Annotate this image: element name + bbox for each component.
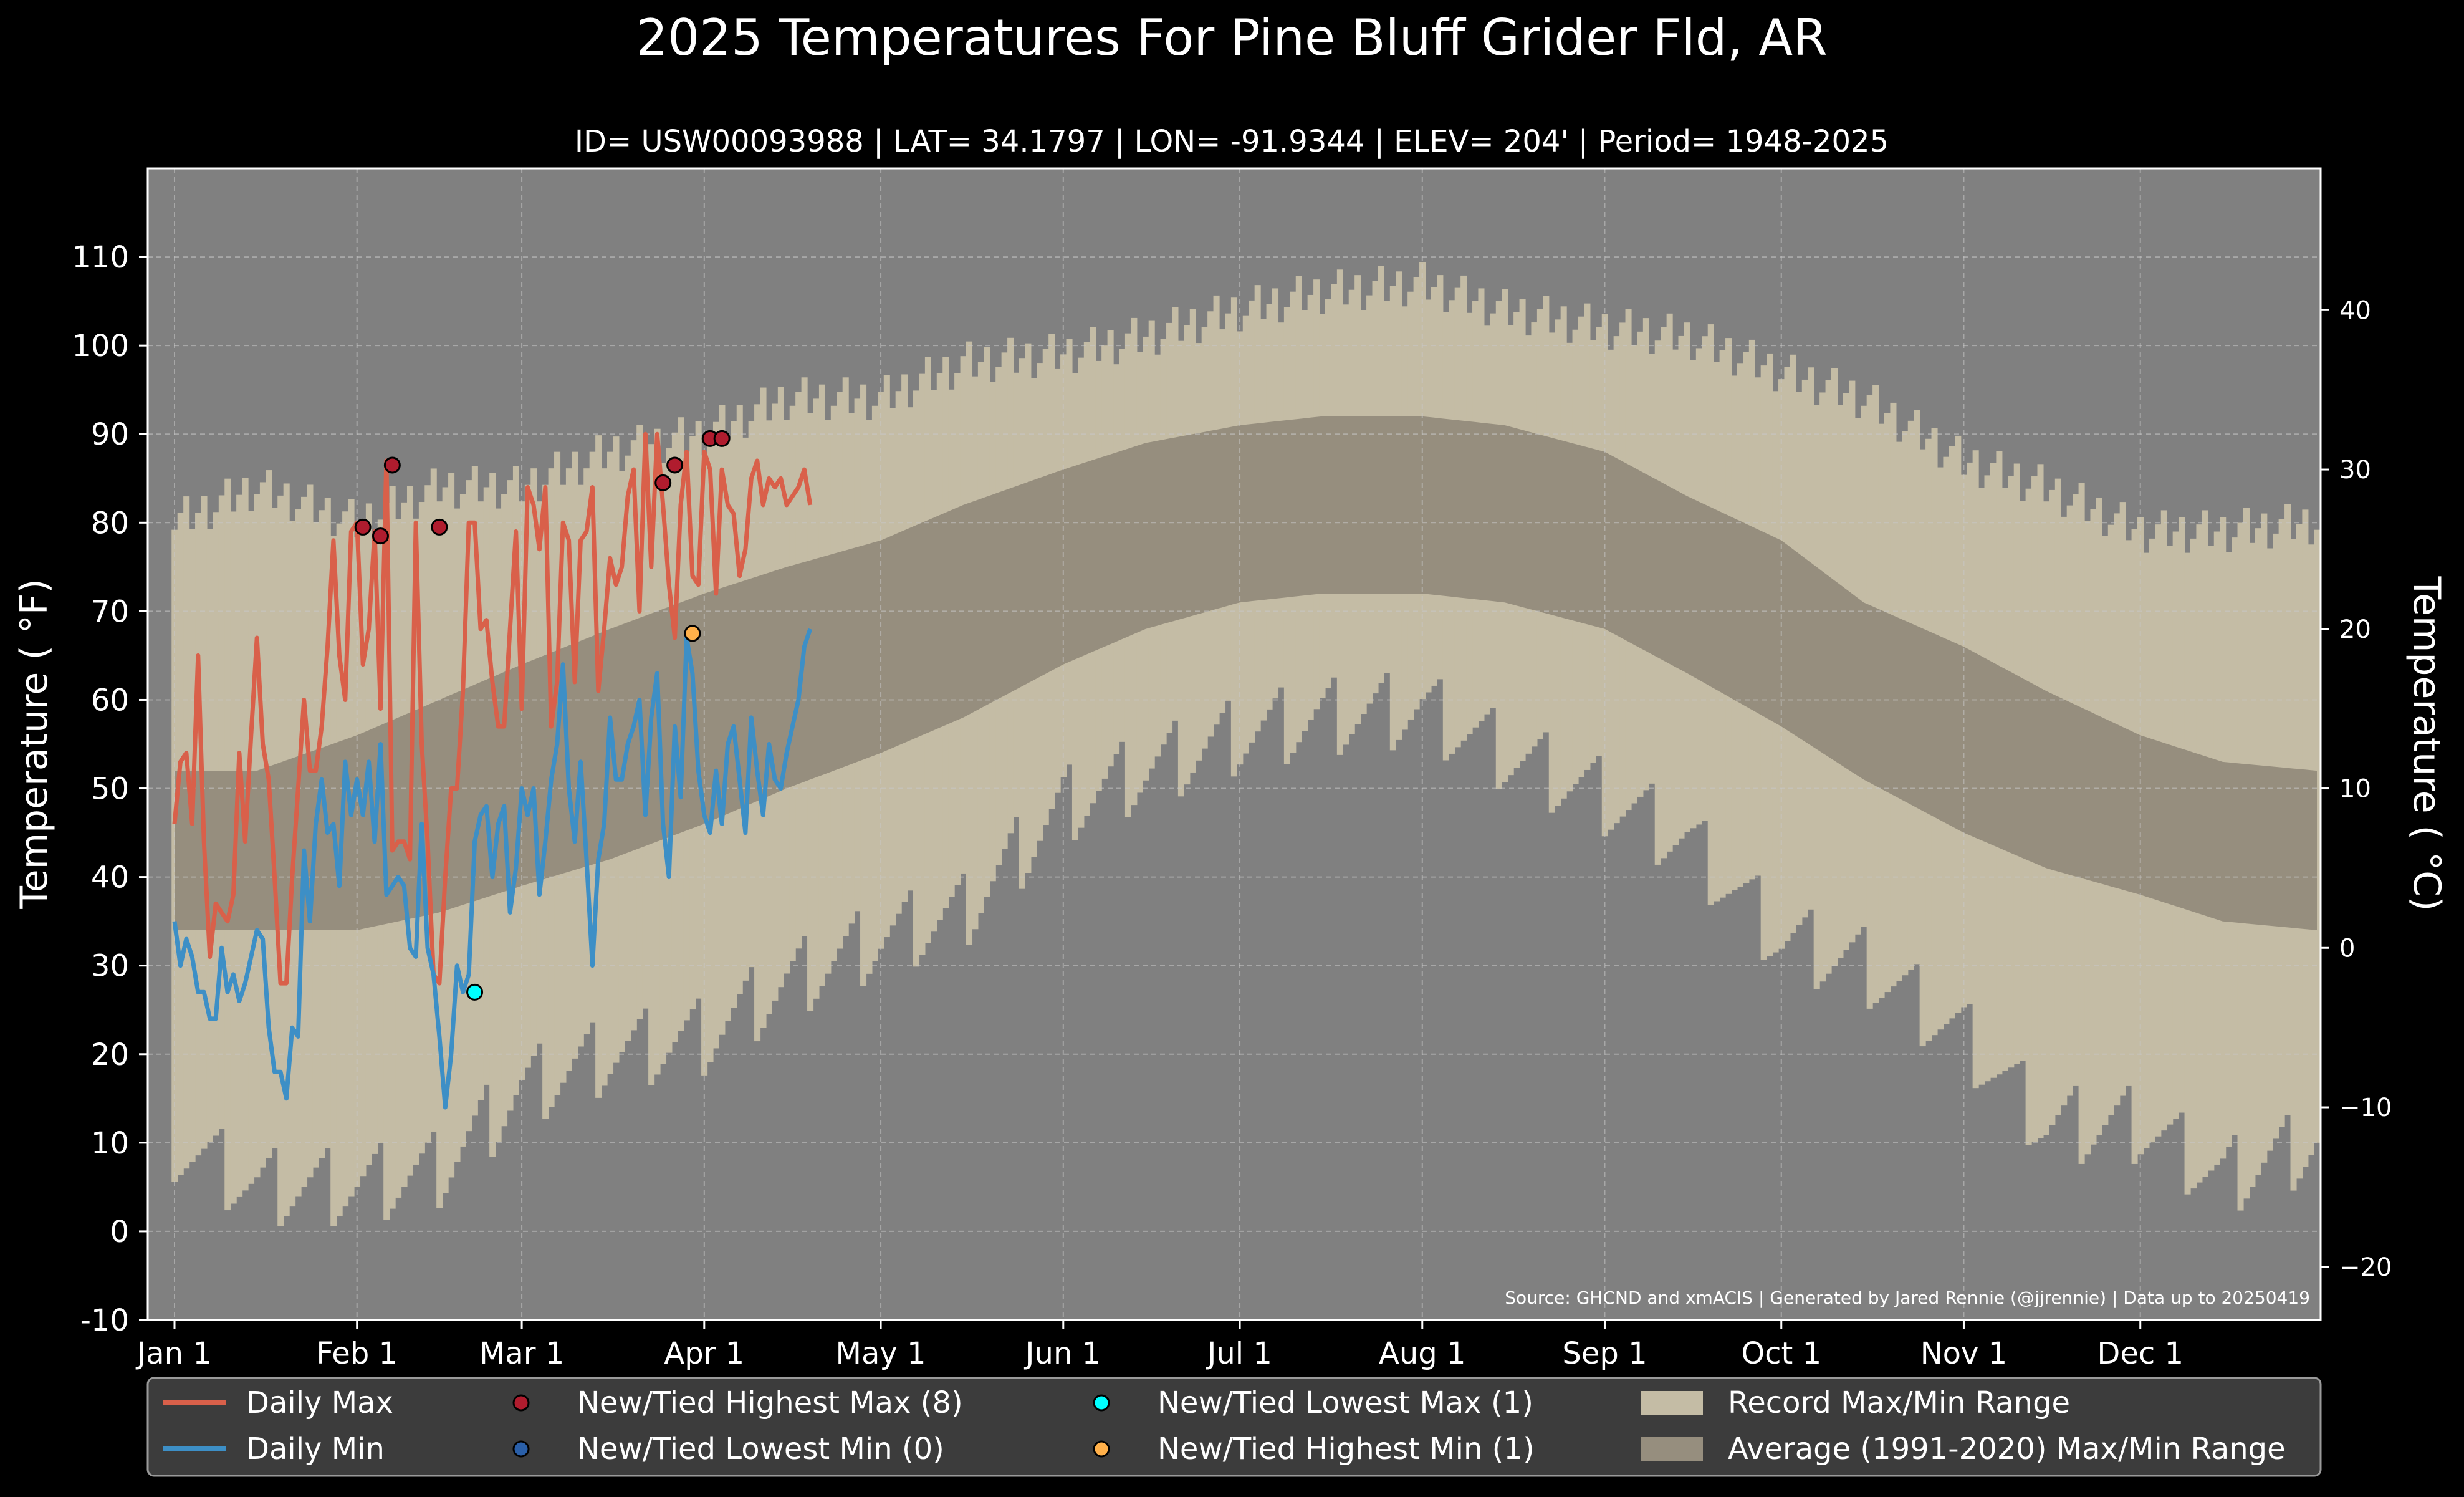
y-tick-label: 10 bbox=[91, 1126, 129, 1161]
source-note: Source: GHCND and xmACIS | Generated by … bbox=[1505, 1288, 2310, 1308]
daily-min-line bbox=[172, 628, 813, 1110]
y-tick-label: 110 bbox=[72, 240, 129, 275]
legend-normal-range-swatch bbox=[1641, 1437, 1703, 1461]
x-tick-label: Mar 1 bbox=[479, 1336, 564, 1371]
y-axis-right: −20 −10 0 10 20 30 40 bbox=[2321, 296, 2392, 1282]
x-tick-label: May 1 bbox=[836, 1336, 926, 1371]
y-tick-label: 100 bbox=[72, 329, 129, 363]
legend-highest-max-label: New/Tied Highest Max (8) bbox=[577, 1385, 963, 1420]
y-axis-label: Temperature ( °F) bbox=[12, 579, 56, 910]
record-highest-max-marker bbox=[372, 527, 389, 545]
y-tick-label-right: 30 bbox=[2339, 456, 2371, 484]
y-axis-label-right: Temperature ( °C) bbox=[2405, 576, 2448, 912]
x-tick-label: Oct 1 bbox=[1741, 1336, 1821, 1371]
y-tick-label: 70 bbox=[91, 594, 129, 629]
x-tick-label: Apr 1 bbox=[664, 1336, 744, 1371]
record-markers bbox=[354, 430, 731, 1001]
x-tick-label: Jul 1 bbox=[1206, 1336, 1272, 1371]
legend-highest-min-marker bbox=[1093, 1440, 1110, 1458]
x-axis: Jan 1 Feb 1 Mar 1 Apr 1 May 1 Jun 1 Jul 1 Aug 1… bbox=[135, 1320, 2184, 1371]
record-highest-max-marker bbox=[383, 456, 401, 474]
record-highest-max-marker bbox=[666, 456, 684, 474]
y-tick-label: 90 bbox=[91, 417, 129, 452]
daily-max-line bbox=[172, 431, 813, 986]
x-tick-label: Dec 1 bbox=[2097, 1336, 2184, 1371]
legend-highest-min-label: New/Tied Highest Min (1) bbox=[1158, 1432, 1535, 1466]
y-tick-label-right: 10 bbox=[2339, 775, 2371, 804]
x-tick-label: Jun 1 bbox=[1023, 1336, 1101, 1371]
legend-record-range-swatch bbox=[1641, 1391, 1703, 1415]
x-tick-label: Jan 1 bbox=[135, 1336, 212, 1371]
y-tick-label: 50 bbox=[91, 772, 129, 807]
legend: Daily Max Daily Min New/Tied Highest Max… bbox=[146, 1377, 2322, 1477]
y-tick-label: 80 bbox=[91, 506, 129, 541]
y-tick-label: 0 bbox=[110, 1215, 129, 1249]
legend-lowest-max-marker bbox=[1093, 1394, 1110, 1412]
record-highest-min-marker bbox=[684, 625, 701, 642]
plot-frame bbox=[146, 167, 2322, 1321]
y-axis-left: -10 0 10 20 30 40 50 60 70 80 90 100 110 bbox=[72, 240, 148, 1338]
record-lowest-max-marker bbox=[466, 983, 484, 1001]
y-tick-label: -10 bbox=[80, 1303, 129, 1338]
chart-title: 2025 Temperatures For Pine Bluff Grider … bbox=[636, 9, 1827, 67]
y-tick-label-right: 20 bbox=[2339, 615, 2371, 644]
legend-lowest-min-marker bbox=[512, 1440, 530, 1458]
y-tick-label: 40 bbox=[91, 860, 129, 895]
x-tick-label: Sep 1 bbox=[1562, 1336, 1647, 1371]
record-highest-max-marker bbox=[713, 430, 731, 447]
y-tick-label-right: 40 bbox=[2339, 296, 2371, 325]
legend-lowest-min-label: New/Tied Lowest Min (0) bbox=[577, 1432, 944, 1466]
legend-daily-min-label: Daily Min bbox=[246, 1432, 385, 1466]
series-lines bbox=[172, 431, 813, 1110]
y-tick-label-right: −20 bbox=[2339, 1253, 2392, 1282]
x-tick-label: Nov 1 bbox=[1920, 1336, 2007, 1371]
y-tick-label: 30 bbox=[91, 949, 129, 984]
x-tick-label: Feb 1 bbox=[316, 1336, 398, 1371]
record-highest-max-marker bbox=[354, 518, 372, 536]
y-tick-label-right: 0 bbox=[2339, 934, 2355, 963]
legend-daily-max-label: Daily Max bbox=[246, 1385, 393, 1420]
legend-normal-range-label: Average (1991-2020) Max/Min Range bbox=[1728, 1432, 2286, 1466]
record-range-bar bbox=[2314, 529, 2321, 1143]
record-highest-max-marker bbox=[654, 474, 672, 491]
legend-highest-max-marker bbox=[512, 1394, 530, 1412]
x-tick-label: Aug 1 bbox=[1379, 1336, 1466, 1371]
y-tick-label: 60 bbox=[91, 683, 129, 718]
record-highest-max-marker bbox=[431, 518, 448, 536]
legend-box bbox=[146, 1377, 2322, 1477]
legend-lowest-max-label: New/Tied Lowest Max (1) bbox=[1158, 1385, 1533, 1420]
chart-subtitle: ID= USW00093988 | LAT= 34.1797 | LON= -9… bbox=[575, 124, 1889, 159]
y-tick-label: 20 bbox=[91, 1037, 129, 1072]
y-tick-label-right: −10 bbox=[2339, 1094, 2392, 1122]
legend-record-range-label: Record Max/Min Range bbox=[1728, 1385, 2070, 1420]
